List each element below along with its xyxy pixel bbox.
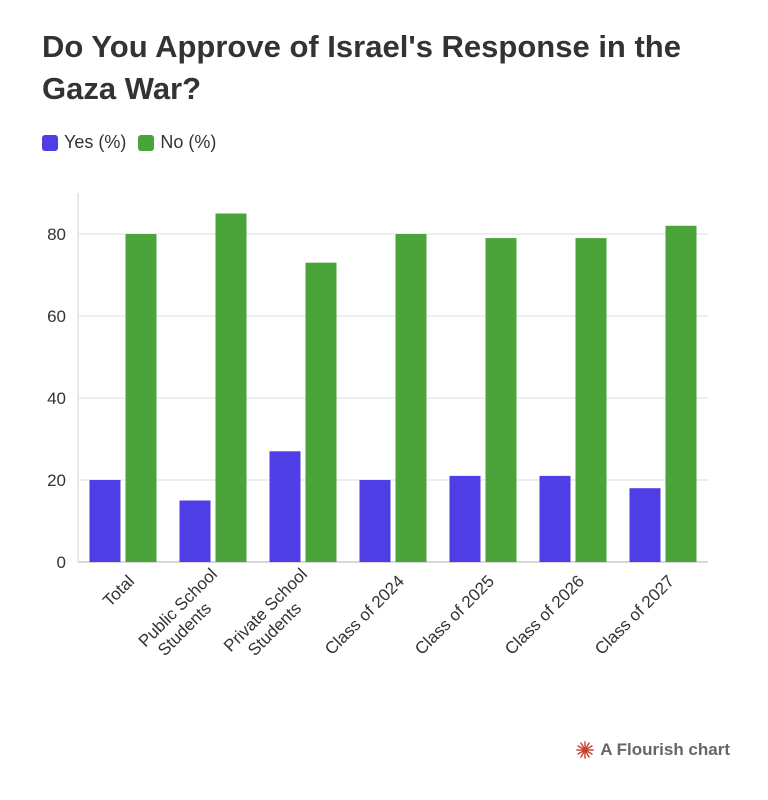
bar-yes[interactable] [449, 475, 481, 562]
legend-item-no[interactable]: No (%) [138, 132, 216, 153]
bar-yes[interactable] [629, 488, 661, 562]
bar-no[interactable] [395, 234, 427, 562]
bar-yes[interactable] [179, 500, 211, 563]
bars [89, 213, 697, 563]
bar-yes[interactable] [269, 451, 301, 562]
bar-yes[interactable] [359, 480, 391, 562]
y-tick-label: 80 [47, 225, 66, 244]
x-tick-label-line: Class of 2024 [321, 572, 408, 659]
bar-yes[interactable] [89, 480, 121, 562]
grid-lines [77, 193, 708, 563]
legend-swatch-yes [42, 134, 58, 151]
chart-title: Do You Approve of Israel's Response in t… [42, 29, 681, 106]
flourish-credit-text: A Flourish chart [600, 740, 730, 759]
x-tick-label: Private SchoolStudents [220, 565, 325, 670]
legend-label-no: No (%) [160, 132, 217, 152]
x-tick-label: Class of 2024 [321, 572, 408, 659]
bar-yes[interactable] [539, 475, 571, 562]
x-tick-label-line: Class of 2026 [501, 572, 588, 659]
x-tick-label-line: Total [99, 572, 138, 611]
y-tick-label: 60 [47, 307, 66, 326]
legend-item-yes[interactable]: Yes (%) [42, 132, 126, 153]
x-tick-label: Class of 2025 [411, 572, 498, 659]
x-tick-label: Class of 2027 [591, 572, 678, 659]
y-tick-label: 0 [57, 553, 66, 572]
bar-no[interactable] [485, 238, 517, 562]
bar-no[interactable] [305, 262, 337, 562]
legend: Yes (%) No (%) [42, 132, 228, 153]
bar-no[interactable] [125, 234, 157, 562]
bar-no[interactable] [575, 238, 607, 562]
bar-no[interactable] [215, 213, 247, 563]
y-tick-label: 40 [47, 389, 66, 408]
legend-label-yes: Yes (%) [64, 132, 127, 152]
bar-no[interactable] [665, 225, 697, 563]
flourish-logo-icon [576, 741, 595, 759]
y-axis: 0 20 40 60 80 [47, 225, 66, 572]
x-tick-label: Class of 2026 [501, 572, 588, 659]
legend-swatch-no [138, 134, 155, 151]
x-tick-label: Public SchoolStudents [135, 565, 235, 665]
y-tick-label: 20 [47, 471, 66, 490]
x-tick-label-line: Class of 2025 [411, 572, 498, 659]
x-tick-label: Total [99, 572, 138, 611]
x-tick-label-line: Class of 2027 [591, 572, 678, 659]
flourish-credit[interactable]: A Flourish chart [576, 740, 730, 760]
